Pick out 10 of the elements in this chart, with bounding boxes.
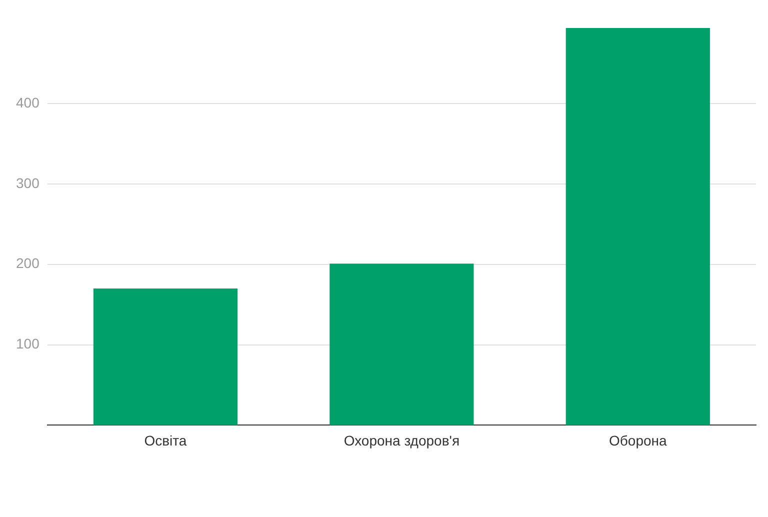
- y-tick-label: 200: [16, 255, 40, 272]
- x-tick-label: Оборона: [608, 432, 667, 448]
- y-tick-label: 400: [16, 94, 40, 110]
- y-tick-label: 100: [16, 336, 40, 352]
- bar: [330, 264, 474, 426]
- y-tick-label: 300: [16, 174, 40, 191]
- bar: [566, 28, 710, 426]
- x-tick-label: Охорона здоров'я: [344, 432, 460, 448]
- bar: [93, 288, 238, 426]
- x-tick-label: Освіта: [144, 432, 187, 448]
